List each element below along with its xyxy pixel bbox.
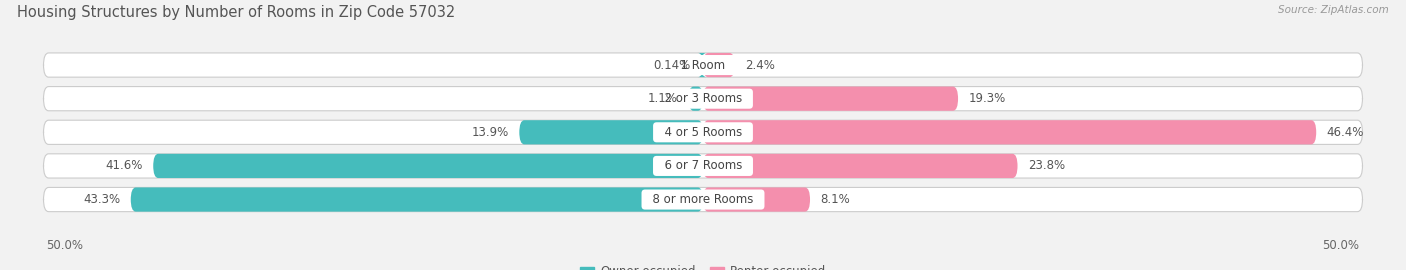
Text: 50.0%: 50.0% — [46, 239, 83, 252]
FancyBboxPatch shape — [44, 187, 1362, 212]
Text: 50.0%: 50.0% — [1323, 239, 1360, 252]
FancyBboxPatch shape — [703, 87, 957, 111]
FancyBboxPatch shape — [44, 87, 1362, 111]
FancyBboxPatch shape — [519, 120, 703, 144]
Text: 13.9%: 13.9% — [471, 126, 509, 139]
FancyBboxPatch shape — [703, 154, 1018, 178]
FancyBboxPatch shape — [703, 187, 810, 212]
Text: 46.4%: 46.4% — [1327, 126, 1364, 139]
FancyBboxPatch shape — [703, 53, 735, 77]
FancyBboxPatch shape — [703, 120, 1316, 144]
Text: 23.8%: 23.8% — [1028, 159, 1066, 173]
FancyBboxPatch shape — [131, 187, 703, 212]
Text: 2.4%: 2.4% — [745, 59, 775, 72]
FancyBboxPatch shape — [689, 87, 703, 111]
Text: 43.3%: 43.3% — [83, 193, 120, 206]
FancyBboxPatch shape — [44, 154, 1362, 178]
FancyBboxPatch shape — [153, 154, 703, 178]
FancyBboxPatch shape — [44, 120, 1362, 144]
Text: 8 or more Rooms: 8 or more Rooms — [645, 193, 761, 206]
Text: Housing Structures by Number of Rooms in Zip Code 57032: Housing Structures by Number of Rooms in… — [17, 5, 456, 21]
FancyBboxPatch shape — [44, 53, 1362, 77]
Text: 6 or 7 Rooms: 6 or 7 Rooms — [657, 159, 749, 173]
Text: 0.14%: 0.14% — [654, 59, 690, 72]
Text: 41.6%: 41.6% — [105, 159, 142, 173]
FancyBboxPatch shape — [697, 53, 706, 77]
Text: 19.3%: 19.3% — [969, 92, 1005, 105]
Text: 8.1%: 8.1% — [821, 193, 851, 206]
Text: 1 Room: 1 Room — [673, 59, 733, 72]
Text: 4 or 5 Rooms: 4 or 5 Rooms — [657, 126, 749, 139]
Text: 1.1%: 1.1% — [648, 92, 678, 105]
Text: 2 or 3 Rooms: 2 or 3 Rooms — [657, 92, 749, 105]
Legend: Owner-occupied, Renter-occupied: Owner-occupied, Renter-occupied — [575, 261, 831, 270]
Text: Source: ZipAtlas.com: Source: ZipAtlas.com — [1278, 5, 1389, 15]
